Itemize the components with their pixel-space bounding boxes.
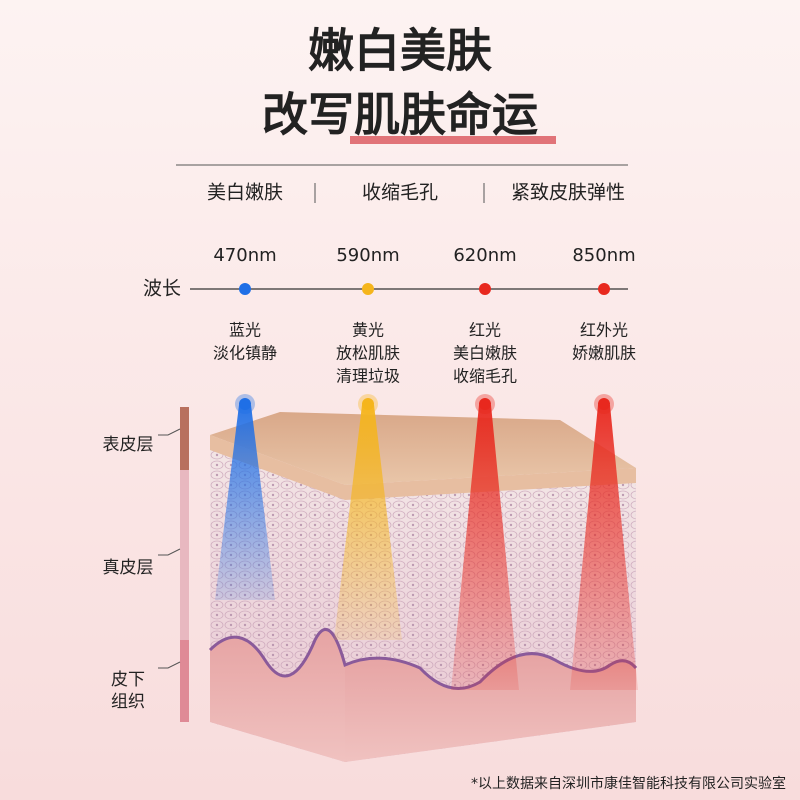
light-beam bbox=[215, 405, 275, 600]
footnote: *以上数据来自深圳市康佳智能科技有限公司实验室 bbox=[471, 775, 786, 792]
wavelength-dot bbox=[362, 283, 374, 295]
effect-text: 黄光 bbox=[352, 321, 384, 340]
feature: 收缩毛孔 bbox=[362, 182, 438, 204]
layer-pointer bbox=[158, 661, 181, 669]
light-source bbox=[239, 398, 251, 410]
title: 嫩白美肤 bbox=[308, 24, 492, 78]
wavelength-dot bbox=[479, 283, 491, 295]
effect-text: 娇嫩肌肤 bbox=[572, 344, 636, 363]
layer-bar bbox=[180, 470, 189, 640]
effect-text: 美白嫩肤 bbox=[453, 344, 517, 363]
title: 改写肌肤命运 bbox=[262, 88, 538, 142]
wavelength-value: 620nm bbox=[453, 245, 516, 266]
layer-label: 表皮层 bbox=[103, 435, 154, 455]
layer-label: 组织 bbox=[111, 692, 145, 712]
light-source bbox=[598, 398, 610, 410]
wavelength-dot bbox=[239, 283, 251, 295]
title-underline bbox=[350, 136, 556, 144]
effect-text: 放松肌肤 bbox=[336, 344, 400, 363]
effect-text: 蓝光 bbox=[229, 321, 261, 340]
wavelength-value: 590nm bbox=[336, 245, 399, 266]
effect-text: 收缩毛孔 bbox=[453, 367, 517, 386]
effect-text: 红光 bbox=[469, 321, 501, 340]
light-beam bbox=[451, 405, 519, 690]
layer-label: 皮下 bbox=[111, 670, 145, 690]
effect-text: 清理垃圾 bbox=[336, 367, 400, 386]
light-source bbox=[362, 398, 374, 410]
skin-block bbox=[208, 412, 638, 762]
layer-bar bbox=[180, 407, 189, 470]
wavelength-dot bbox=[598, 283, 610, 295]
wavelength-value: 850nm bbox=[572, 245, 635, 266]
feature: 美白嫩肤 bbox=[207, 182, 283, 204]
layer-pointer bbox=[158, 428, 181, 436]
layer-pointer bbox=[158, 548, 181, 556]
layer-label: 真皮层 bbox=[103, 558, 154, 578]
effect-text: 红外光 bbox=[580, 321, 628, 340]
wavelength-value: 470nm bbox=[213, 245, 276, 266]
effect-text: 淡化镇静 bbox=[213, 344, 277, 363]
layer-bar bbox=[180, 640, 189, 722]
light-beam bbox=[570, 405, 638, 690]
light-beam bbox=[334, 405, 402, 640]
wavelength-label: 波长 bbox=[143, 278, 181, 300]
light-source bbox=[479, 398, 491, 410]
feature: 紧致皮肤弹性 bbox=[511, 182, 625, 204]
